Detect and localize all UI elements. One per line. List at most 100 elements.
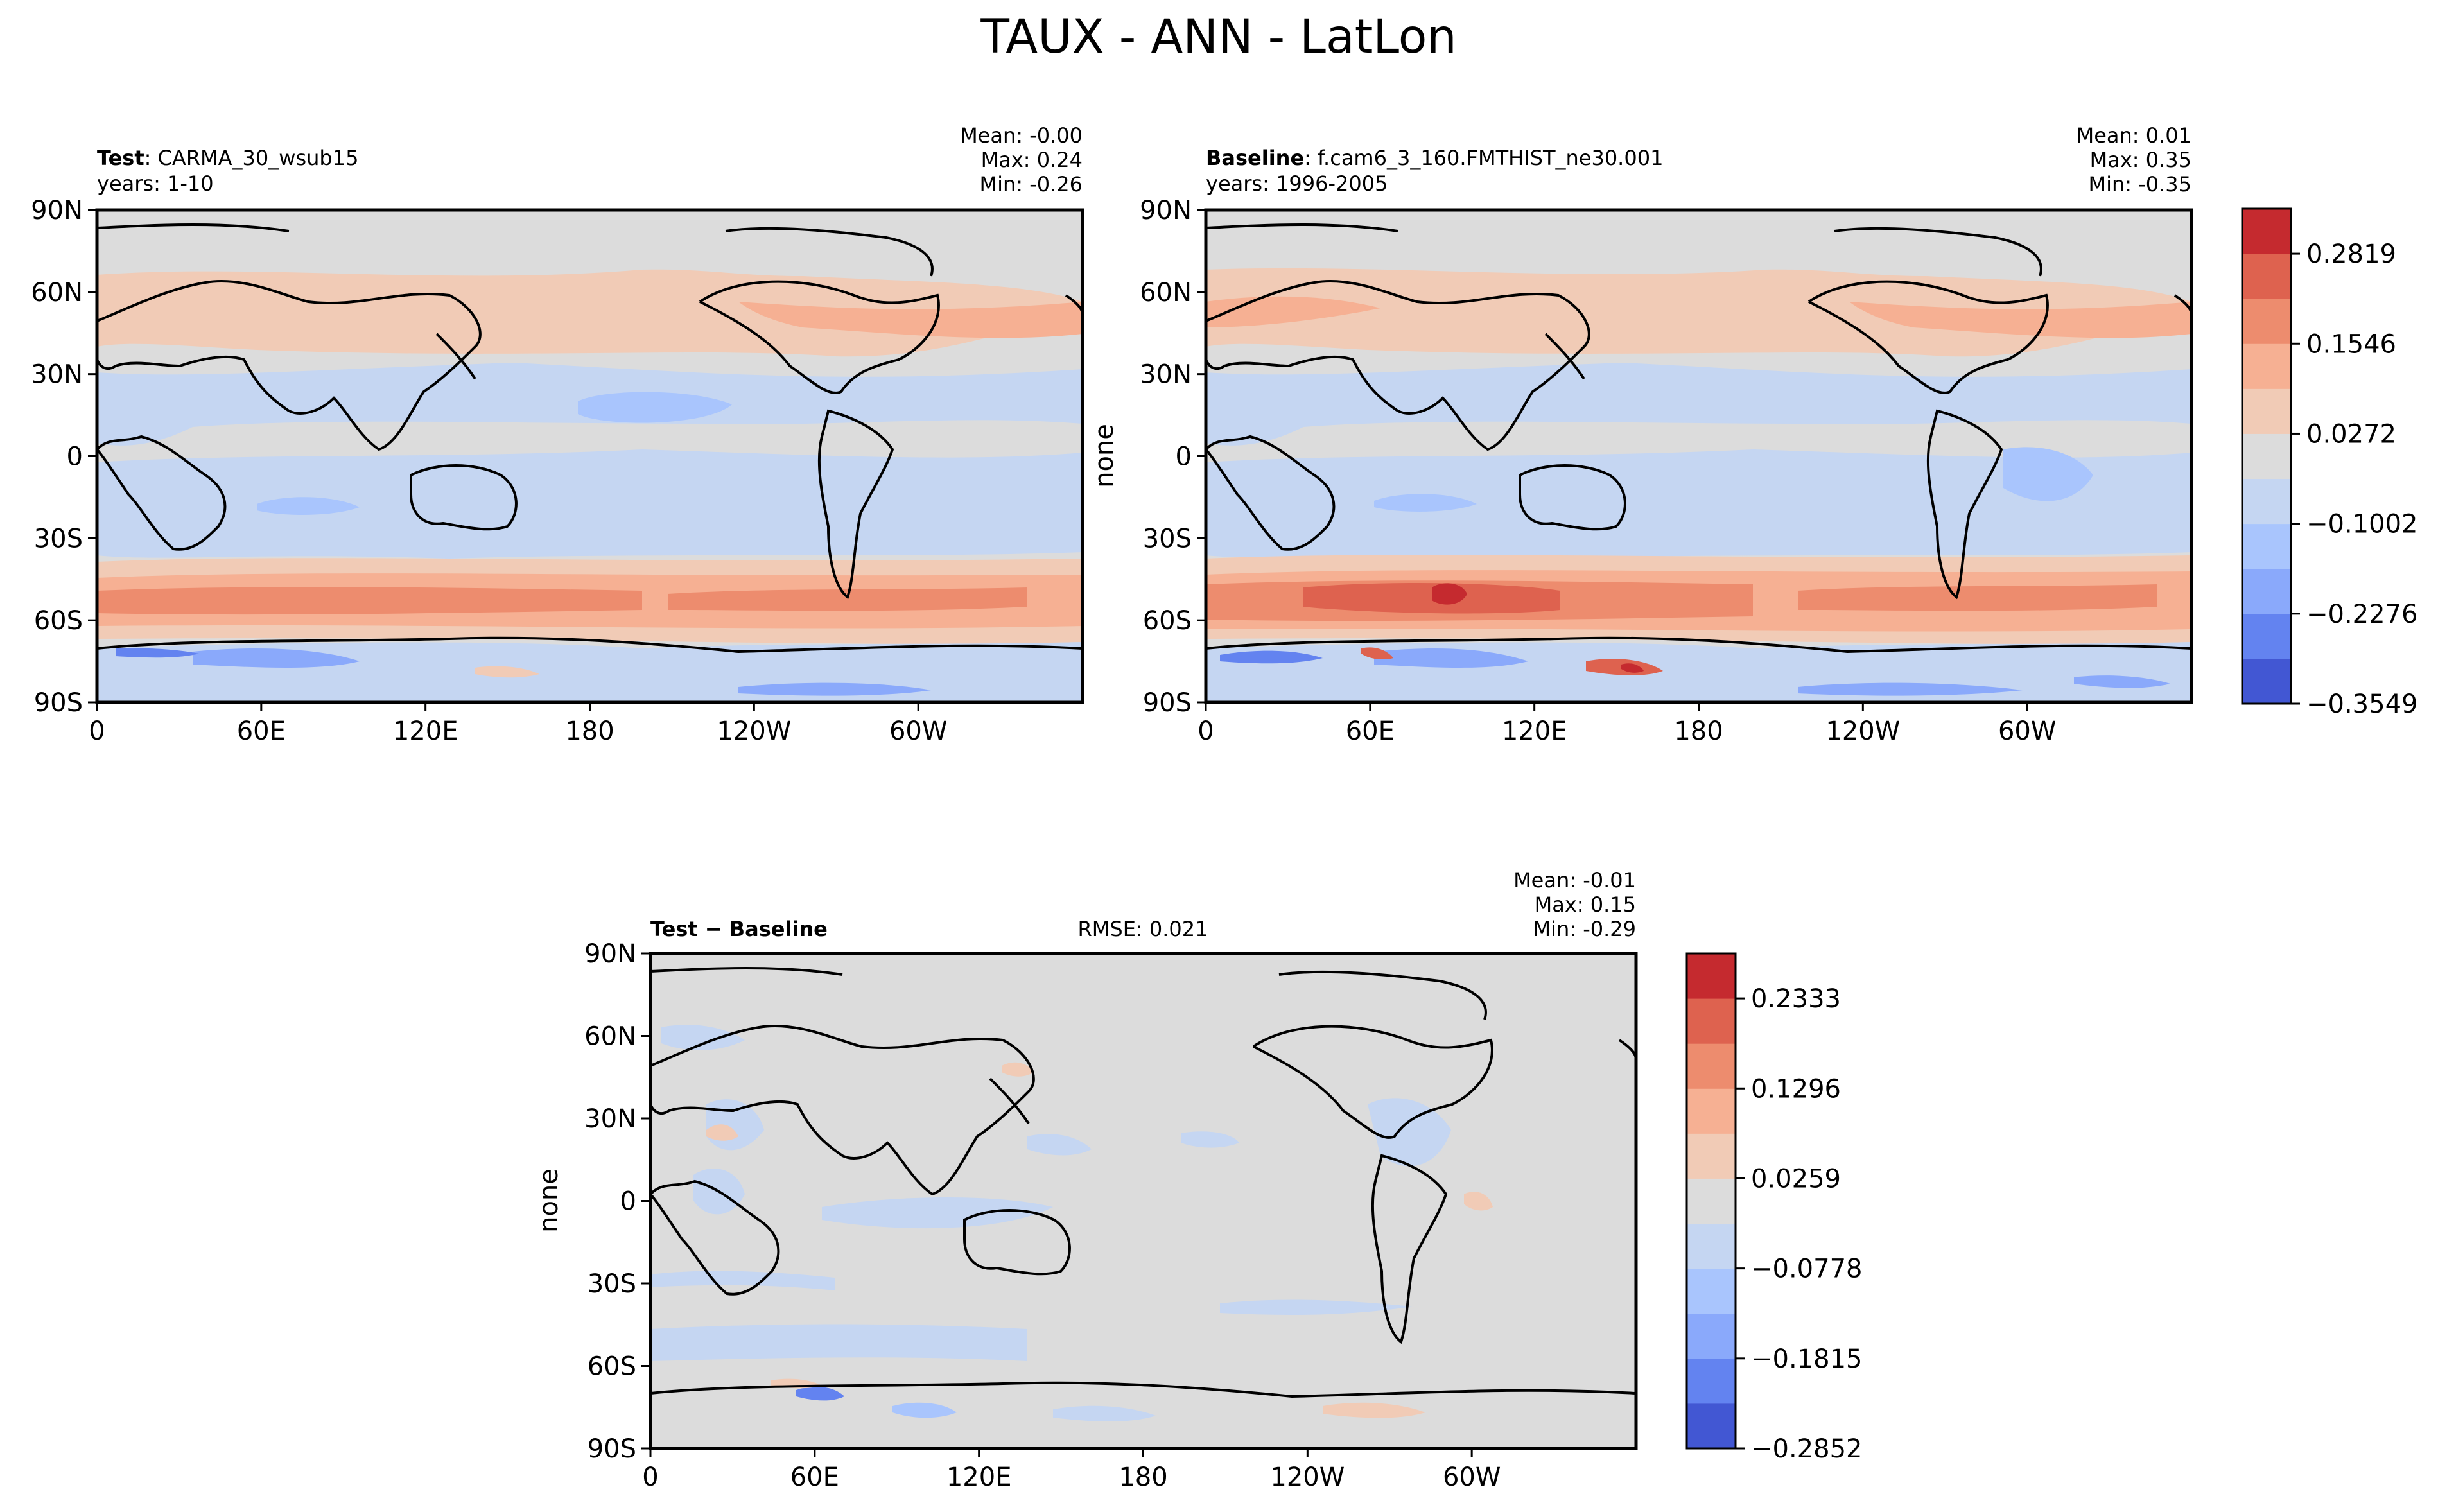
diff-colorbar-frame — [1685, 952, 1737, 1450]
baseline-years: years: 1996-2005 — [1206, 171, 1388, 196]
main-colorbar-segment — [2242, 388, 2291, 434]
figure-title: TAUX - ANN - LatLon — [980, 10, 1456, 64]
baseline-ytick-label: 60N — [1140, 278, 1192, 308]
test-label-rest: : CARMA_30_wsub15 — [144, 146, 359, 170]
baseline-panel-label: Baseline: f.cam6_3_160.FMTHIST_ne30.001 — [1206, 146, 1663, 170]
baseline-ytick-label: 90S — [1143, 688, 1192, 718]
main-colorbar-segment — [2242, 658, 2291, 704]
diff-ytick-label: 0 — [620, 1187, 636, 1217]
test-ytick-label: 30S — [34, 524, 83, 553]
baseline-ticks: 0 60E 120E 180 120W 60W 90N 60N 30N 0 30S 60S 90S — [1140, 196, 2056, 746]
diff-ticks: 0 60E 120E 180 120W 60W 90N 60N 30N 0 30S 60S 90S — [584, 939, 1501, 1492]
diff-ytick-label: 30N — [584, 1104, 636, 1134]
baseline-xtick-label: 60W — [1998, 717, 2056, 746]
test-coastlines — [97, 223, 1083, 654]
diff-ytick-label: 30S — [588, 1269, 636, 1299]
main-colorbar-label: −0.1002 — [2306, 510, 2417, 539]
baseline-map-panel: Baseline: f.cam6_3_160.FMTHIST_ne30.001 … — [1090, 123, 2193, 746]
baseline-ytick-label: 0 — [1176, 442, 1192, 472]
diff-colorbar-label: 0.1296 — [1751, 1074, 1841, 1104]
test-xtick-label: 120E — [393, 717, 458, 746]
diff-colorbar-segment — [1687, 1268, 1736, 1314]
diff-map-panel: Test − Baseline RMSE: 0.021 Mean: -0.01 … — [534, 868, 1638, 1492]
diff-ylabel: none — [534, 1169, 564, 1233]
diff-max: Max: 0.15 — [1535, 892, 1636, 917]
main-colorbar-segment — [2242, 478, 2291, 525]
diff-ytick-label: 60N — [584, 1022, 636, 1052]
test-min: Min: -0.26 — [979, 172, 1083, 196]
diff-panel-label: Test − Baseline — [650, 917, 828, 941]
diff-colorbar: 0.2333 0.1296 0.0259 −0.0778 −0.1815 −0.2852 — [1685, 952, 1862, 1464]
diff-colorbar-label: −0.2852 — [1751, 1434, 1862, 1464]
main-colorbar-segment — [2242, 613, 2291, 659]
main-colorbar-label: −0.2276 — [2306, 600, 2417, 629]
main-colorbar-frame — [2241, 207, 2292, 705]
diff-colorbar-segment — [1687, 1043, 1736, 1089]
diff-colorbar-segment — [1687, 1088, 1736, 1134]
baseline-ytick-label: 30N — [1140, 360, 1192, 390]
diff-field — [650, 953, 1636, 1448]
diff-label-rest: − Baseline — [698, 917, 828, 941]
baseline-xtick-label: 120E — [1502, 717, 1567, 746]
test-ytick-label: 60S — [34, 606, 83, 636]
diff-colorbar-segment — [1687, 1358, 1736, 1404]
diff-label-bold: Test — [650, 917, 698, 941]
baseline-label-bold: Baseline — [1206, 146, 1304, 170]
diff-mean: Mean: -0.01 — [1513, 868, 1636, 892]
baseline-field — [1206, 210, 2191, 702]
test-xtick-label: 120W — [717, 717, 791, 746]
diff-xtick-label: 60E — [790, 1463, 839, 1492]
test-ytick-label: 60N — [31, 278, 83, 308]
diff-colorbar-label: 0.2333 — [1751, 984, 1841, 1014]
main-colorbar-segment — [2242, 568, 2291, 614]
baseline-ytick-label: 90N — [1140, 196, 1192, 225]
test-xtick-label: 60E — [237, 717, 286, 746]
main-colorbar-label: 0.2819 — [2306, 239, 2396, 269]
baseline-coastlines — [1206, 223, 2191, 654]
diff-colorbar-label: −0.1815 — [1751, 1344, 1862, 1374]
diff-colorbar-segment — [1687, 1223, 1736, 1269]
main-colorbar-label: −0.3549 — [2306, 690, 2417, 719]
diff-colorbar-label: 0.0259 — [1751, 1164, 1841, 1194]
baseline-ytick-label: 60S — [1143, 606, 1192, 636]
diff-min: Min: -0.29 — [1533, 917, 1636, 941]
diff-colorbar-segment — [1687, 998, 1736, 1044]
diff-xtick-label: 120W — [1270, 1463, 1345, 1492]
diff-rmse: RMSE: 0.021 — [1078, 917, 1208, 941]
test-map-panel: Test: CARMA_30_wsub15 years: 1-10 Mean: … — [31, 123, 1084, 746]
diff-colorbar-segment — [1687, 1178, 1736, 1224]
main-colorbar-segment — [2242, 254, 2291, 299]
diff-xtick-label: 180 — [1119, 1463, 1167, 1492]
main-colorbar-segment — [2242, 523, 2291, 569]
main-colorbar-label: 0.0272 — [2306, 419, 2396, 449]
diff-colorbar-segment — [1687, 1133, 1736, 1179]
main-colorbar: 0.2819 0.1546 0.0272 −0.1002 −0.2276 −0.3549 — [2241, 207, 2417, 719]
test-max: Max: 0.24 — [981, 148, 1083, 172]
test-ytick-label: 30N — [31, 360, 83, 390]
test-mean: Mean: -0.00 — [960, 123, 1083, 148]
diff-coastlines — [650, 967, 1636, 1398]
diff-colorbar-segment — [1687, 953, 1736, 999]
test-ticks: 0 60E 120E 180 120W 60W 90N 60N 30N 0 30S 60S 90S — [31, 196, 947, 746]
main-colorbar-segment — [2242, 209, 2291, 254]
baseline-xtick-label: 120W — [1825, 717, 1900, 746]
diff-colorbar-segment — [1687, 1313, 1736, 1359]
main-colorbar-segment — [2242, 299, 2291, 344]
diff-ytick-label: 90S — [588, 1434, 636, 1464]
test-xtick-label: 0 — [89, 717, 105, 746]
main-colorbar-segment — [2242, 433, 2291, 480]
baseline-min: Min: -0.35 — [2088, 172, 2191, 196]
test-field — [97, 210, 1083, 702]
test-xtick-label: 60W — [889, 717, 947, 746]
diff-xtick-label: 60W — [1443, 1463, 1501, 1492]
main-colorbar-segment — [2242, 343, 2291, 389]
diff-xtick-label: 0 — [642, 1463, 658, 1492]
test-panel-label: Test: CARMA_30_wsub15 — [97, 146, 358, 170]
test-years: years: 1-10 — [97, 171, 214, 196]
baseline-ytick-label: 30S — [1143, 524, 1192, 553]
baseline-ylabel: none — [1090, 424, 1119, 488]
main-colorbar-label: 0.1546 — [2306, 329, 2396, 359]
baseline-label-rest: : f.cam6_3_160.FMTHIST_ne30.001 — [1304, 146, 1663, 170]
test-xtick-label: 180 — [565, 717, 614, 746]
